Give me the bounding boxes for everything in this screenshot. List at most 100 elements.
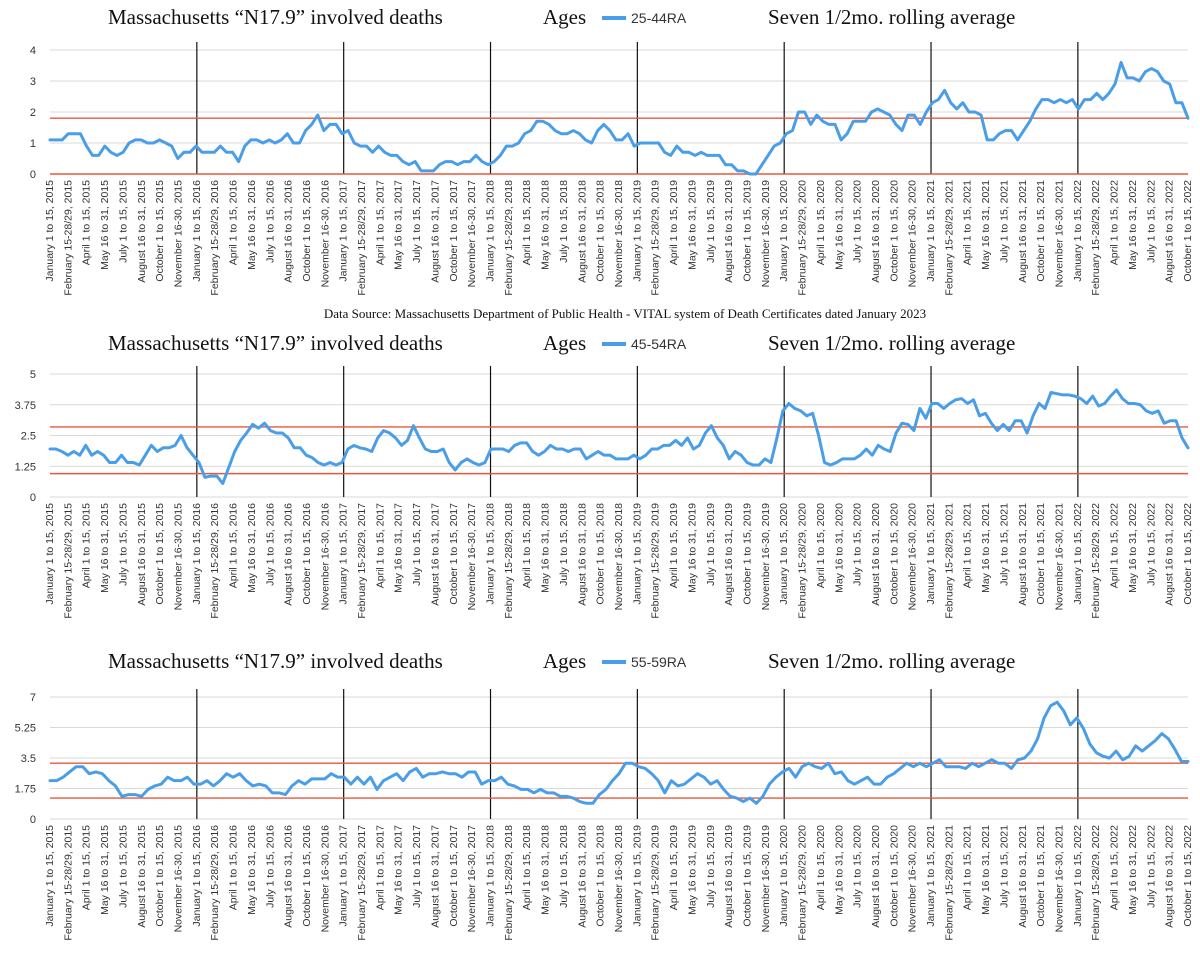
- x-tick-label: October 1 to 15, 2021: [1035, 503, 1047, 605]
- x-tick-label: May 16 to 31, 2015: [99, 503, 111, 593]
- x-tick-label: February 15-28/29, 2020: [797, 503, 809, 619]
- legend-ages-label: Ages: [543, 331, 586, 355]
- legend-ages-label: Ages: [543, 649, 586, 673]
- x-tick-label: April 1 to 15, 2018: [521, 503, 533, 588]
- x-tick-label: October 1 to 15, 2022: [1182, 180, 1194, 282]
- x-tick-label: November 16-30, 2018: [613, 503, 625, 611]
- x-tick-label: April 1 to 15, 2015: [81, 825, 93, 910]
- x-tick-label: February 15-28/29, 2017: [356, 503, 368, 619]
- x-tick-label: October 1 to 15, 2017: [448, 825, 460, 927]
- x-tick-label: February 15-28/29, 2017: [356, 825, 368, 941]
- x-tick-label: July 1 to 15, 2020: [852, 503, 864, 586]
- x-tick-label: November 16-30, 2017: [466, 180, 478, 288]
- x-tick-label: August 16 to 31, 2019: [723, 503, 735, 606]
- x-tick-label: October 1 to 15, 2016: [301, 503, 313, 605]
- x-tick-label: April 1 to 15, 2021: [962, 180, 974, 265]
- x-tick-label: November 16-30, 2021: [1054, 180, 1066, 288]
- x-tick-label: May 16 to 31, 2019: [686, 503, 698, 593]
- x-tick-label: May 16 to 31, 2021: [980, 825, 992, 915]
- x-tick-label: February 15-28/29, 2019: [650, 825, 662, 941]
- x-tick-label: January 1 to 15, 2019: [631, 825, 643, 927]
- x-tick-label: August 16 to 31, 2015: [136, 825, 148, 928]
- chart-subtitle: Seven 1/2mo. rolling average: [768, 5, 1015, 29]
- series-line-25-44RA: [48, 60, 1190, 176]
- x-tick-label: February 15-28/29, 2015: [62, 503, 74, 619]
- legend-ages-label: Ages: [543, 5, 586, 29]
- x-tick-label: August 16 to 31, 2016: [283, 825, 295, 928]
- x-tick-label: August 16 to 31, 2017: [429, 503, 441, 606]
- x-tick-label: April 1 to 15, 2019: [668, 825, 680, 910]
- x-tick-label: August 16 to 31, 2018: [576, 503, 588, 606]
- y-tick-label: 7: [30, 692, 36, 704]
- x-tick-label: May 16 to 31, 2016: [246, 825, 258, 915]
- x-tick-label: July 1 to 15, 2019: [705, 503, 717, 586]
- x-tick-label: July 1 to 15, 2017: [411, 180, 423, 263]
- x-tick-label: April 1 to 15, 2016: [228, 825, 240, 910]
- chart-subtitle: Seven 1/2mo. rolling average: [768, 649, 1015, 673]
- x-tick-label: February 15-28/29, 2019: [650, 180, 662, 296]
- x-tick-label: August 16 to 31, 2015: [136, 503, 148, 606]
- x-tick-label: February 15-28/29, 2015: [62, 825, 74, 941]
- x-tick-label: May 16 to 31, 2016: [246, 503, 258, 593]
- legend-series-name: 45-54RA: [631, 336, 687, 352]
- x-tick-label: November 16-30, 2018: [613, 825, 625, 933]
- x-tick-label: November 16-30, 2017: [466, 825, 478, 933]
- x-tick-label: October 1 to 15, 2022: [1182, 503, 1194, 605]
- x-tick-label: January 1 to 15, 2021: [925, 503, 937, 605]
- x-tick-label: July 1 to 15, 2015: [117, 825, 129, 908]
- x-tick-label: May 16 to 31, 2018: [540, 825, 552, 915]
- x-tick-label: July 1 to 15, 2018: [558, 825, 570, 908]
- x-tick-label: May 16 to 31, 2017: [393, 825, 405, 915]
- x-tick-label: October 1 to 15, 2022: [1182, 825, 1194, 927]
- x-tick-label: May 16 to 31, 2021: [980, 180, 992, 270]
- x-tick-label: August 16 to 31, 2022: [1164, 180, 1176, 283]
- x-tick-label: April 1 to 15, 2022: [1109, 180, 1121, 265]
- x-tick-label: November 16-30, 2016: [319, 503, 331, 611]
- x-tick-label: May 16 to 31, 2018: [540, 503, 552, 593]
- x-tick-label: July 1 to 15, 2022: [1145, 825, 1157, 908]
- legend-series-name: 25-44RA: [631, 10, 687, 26]
- x-tick-label: August 16 to 31, 2017: [429, 825, 441, 928]
- x-tick-label: May 16 to 31, 2020: [833, 180, 845, 270]
- y-tick-label: 5: [30, 369, 36, 381]
- x-tick-label: May 16 to 31, 2017: [393, 180, 405, 270]
- x-tick-label: July 1 to 15, 2022: [1145, 180, 1157, 263]
- x-tick-label: July 1 to 15, 2021: [998, 180, 1010, 263]
- x-tick-label: November 16-30, 2016: [319, 180, 331, 288]
- x-tick-label: April 1 to 15, 2015: [81, 503, 93, 588]
- x-tick-label: July 1 to 15, 2016: [264, 825, 276, 908]
- x-tick-label: February 15-28/29, 2022: [1090, 503, 1102, 619]
- x-tick-label: July 1 to 15, 2020: [852, 180, 864, 263]
- chart-title: Massachusetts “N17.9” involved deaths: [108, 649, 443, 673]
- x-tick-label: May 16 to 31, 2018: [540, 180, 552, 270]
- x-tick-label: May 16 to 31, 2017: [393, 503, 405, 593]
- y-tick-label: 1.75: [15, 784, 36, 796]
- x-tick-label: January 1 to 15, 2022: [1072, 503, 1084, 605]
- x-tick-label: April 1 to 15, 2019: [668, 180, 680, 265]
- x-tick-label: April 1 to 15, 2017: [374, 180, 386, 265]
- source-note: Data Source: Massachusetts Department of…: [324, 306, 926, 321]
- x-tick-label: October 1 to 15, 2019: [741, 503, 753, 605]
- x-tick-label: January 1 to 15, 2018: [485, 180, 497, 282]
- x-tick-label: January 1 to 15, 2015: [44, 503, 56, 605]
- y-tick-label: 4: [30, 45, 36, 57]
- chart-title: Massachusetts “N17.9” involved deaths: [108, 331, 443, 355]
- series-line-45-54RA: [48, 388, 1190, 485]
- x-tick-label: November 16-30, 2016: [319, 825, 331, 933]
- x-tick-label: January 1 to 15, 2020: [778, 825, 790, 927]
- x-tick-label: February 15-28/29, 2016: [209, 180, 221, 296]
- x-tick-label: May 16 to 31, 2016: [246, 180, 258, 270]
- y-tick-label: 3: [30, 76, 36, 88]
- x-tick-label: October 1 to 15, 2020: [888, 180, 900, 282]
- y-tick-label: 3.75: [15, 400, 36, 412]
- x-tick-label: May 16 to 31, 2019: [686, 180, 698, 270]
- x-tick-label: February 15-28/29, 2015: [62, 180, 74, 296]
- x-tick-label: November 16-30, 2015: [172, 180, 184, 288]
- x-tick-label: July 1 to 15, 2019: [705, 825, 717, 908]
- x-tick-label: August 16 to 31, 2019: [723, 180, 735, 283]
- x-tick-label: February 15-28/29, 2017: [356, 180, 368, 296]
- x-tick-label: May 16 to 31, 2022: [1127, 503, 1139, 593]
- x-tick-label: January 1 to 15, 2020: [778, 503, 790, 605]
